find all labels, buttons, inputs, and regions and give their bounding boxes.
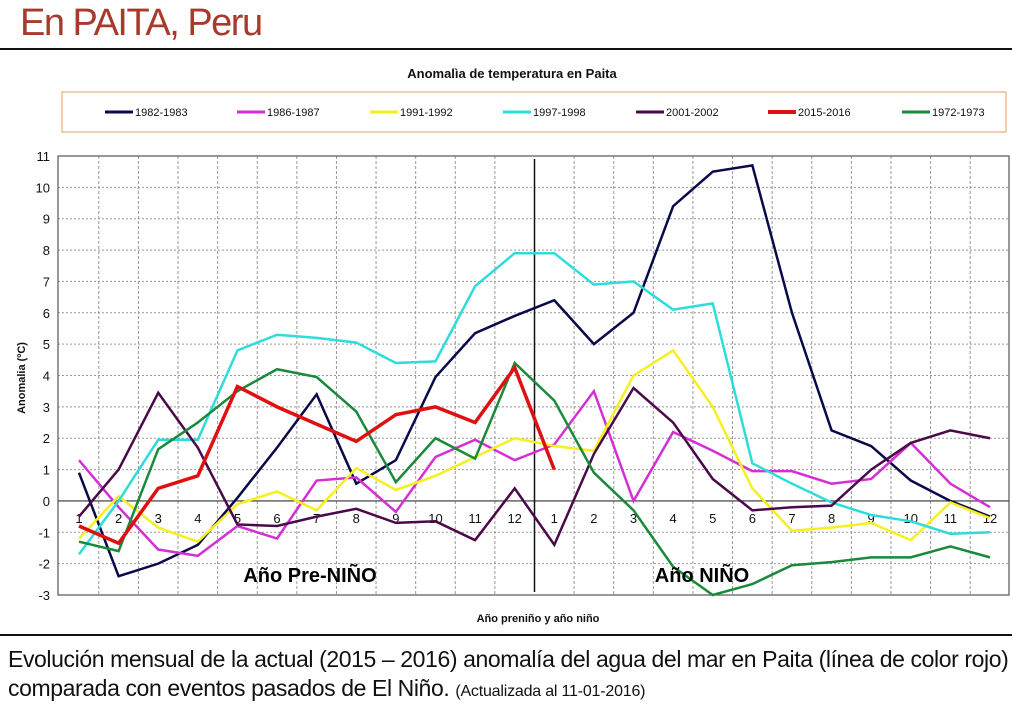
series-line-1997-1998 xyxy=(77,251,991,555)
y-tick-label: -3 xyxy=(38,588,50,603)
x-tick-label: 3 xyxy=(155,511,162,526)
x-tick-label: 9 xyxy=(868,511,875,526)
y-tick-label: -1 xyxy=(38,525,50,540)
x-tick-label: 2 xyxy=(115,511,122,526)
legend-label-2015-2016: 2015-2016 xyxy=(798,107,851,119)
x-tick-label: 6 xyxy=(749,511,756,526)
top-divider xyxy=(0,48,1012,50)
y-tick-label: 2 xyxy=(43,431,50,446)
series-line-1972-1973 xyxy=(78,360,991,597)
plot-area-border xyxy=(57,155,1010,596)
chart-title: Anomalìa de temperatura en Paita xyxy=(407,66,617,81)
x-tick-label: 6 xyxy=(273,511,280,526)
x-tick-label: 11 xyxy=(468,511,482,526)
series-line-2001-2002 xyxy=(78,386,991,548)
y-tick-label: 0 xyxy=(43,494,50,509)
y-tick-label: 6 xyxy=(43,306,50,321)
y-tick-label: 10 xyxy=(36,180,50,195)
caption-update-note: (Actualizada al 11-01-2016) xyxy=(455,683,646,700)
x-tick-label: 11 xyxy=(944,511,958,526)
x-tick-label: 9 xyxy=(392,511,399,526)
series-lines xyxy=(77,163,991,597)
x-tick-label: 5 xyxy=(234,511,241,526)
figure-caption: Evolución mensual de la actual (2015 – 2… xyxy=(8,645,1012,706)
legend: 1982-1983 1986-1987 1991-1992 1997-1998 2001… xyxy=(105,107,985,119)
legend-label-2001-2002: 2001-2002 xyxy=(666,107,719,119)
annotation-nino: Año NIÑO xyxy=(655,564,749,587)
x-tick-label: 4 xyxy=(194,511,201,526)
x-tick-label: 12 xyxy=(507,511,521,526)
x-tick-label: 5 xyxy=(709,511,716,526)
grid xyxy=(57,155,1010,596)
x-tick-label: 8 xyxy=(828,511,835,526)
legend-label-1986-1987: 1986-1987 xyxy=(267,107,320,119)
y-tick-label: 8 xyxy=(43,243,50,258)
x-tick-label: 3 xyxy=(630,511,637,526)
series-line-1982-1983 xyxy=(77,163,991,578)
temperature-anomaly-chart: Anomalìa de temperatura en Paita 1982-19… xyxy=(16,66,1010,625)
y-axis-ticks: -3 -2 -1 0 1 2 3 4 5 6 7 8 9 10 11 xyxy=(36,149,50,603)
legend-box xyxy=(61,91,1007,133)
annotation-pre-nino: Año Pre-NIÑO xyxy=(243,564,376,587)
series-line-2015-2016 xyxy=(78,364,556,546)
y-tick-label: -2 xyxy=(38,557,50,572)
x-axis-label: Año preniño y año niño xyxy=(477,613,600,625)
x-tick-label: 2 xyxy=(590,511,597,526)
x-tick-label: 7 xyxy=(313,511,320,526)
bottom-divider xyxy=(0,634,1012,636)
y-tick-label: 7 xyxy=(43,274,50,289)
series-line-1986-1987 xyxy=(78,388,991,558)
legend-label-1972-1973: 1972-1973 xyxy=(932,107,985,119)
y-tick-label: 5 xyxy=(43,337,50,352)
x-tick-label: 4 xyxy=(670,511,677,526)
y-axis-label: Anomalia (ºC) xyxy=(16,342,28,414)
x-tick-label: 8 xyxy=(353,511,360,526)
y-tick-label: 1 xyxy=(43,463,50,478)
legend-label-1997-1998: 1997-1998 xyxy=(533,107,586,119)
y-tick-label: 3 xyxy=(43,400,50,415)
legend-label-1982-1983: 1982-1983 xyxy=(135,107,188,119)
y-tick-label: 11 xyxy=(37,149,51,164)
x-tick-label: 7 xyxy=(788,511,795,526)
x-tick-label: 1 xyxy=(551,511,558,526)
x-axis-ticks: 1 2 3 4 5 6 7 8 9 10 11 12 1 2 3 4 5 6 7 8 9 10 11 12 xyxy=(75,511,997,526)
y-tick-label: 4 xyxy=(43,369,50,384)
y-tick-label: 9 xyxy=(43,212,50,227)
x-tick-label: 1 xyxy=(75,511,82,526)
x-tick-label: 12 xyxy=(983,511,997,526)
legend-label-1991-1992: 1991-1992 xyxy=(400,107,453,119)
caption-main: Evolución mensual de la actual (2015 – 2… xyxy=(8,646,1009,701)
page-title: En PAITA, Peru xyxy=(20,2,263,44)
